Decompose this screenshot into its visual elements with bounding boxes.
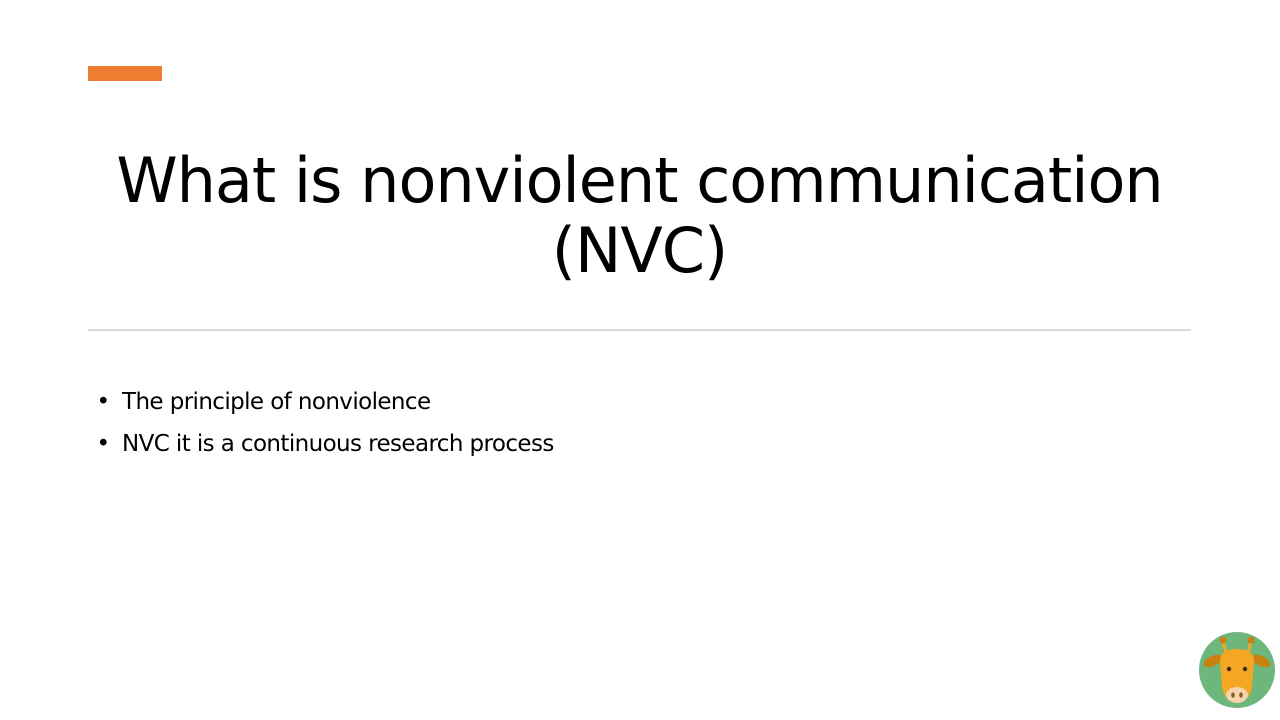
- slide-title-line-2: (NVC): [551, 214, 728, 287]
- slide-title: What is nonviolent communication (NVC): [88, 146, 1191, 286]
- bullet-list: • The principle of nonviolence • NVC it …: [96, 384, 555, 468]
- bullet-text: The principle of nonviolence: [122, 389, 431, 415]
- giraffe-icon: [1198, 631, 1276, 709]
- giraffe-icon-graphic: [1199, 632, 1275, 708]
- bullet-text: NVC it is a continuous research process: [122, 431, 554, 457]
- bullet-dot: •: [96, 431, 111, 457]
- accent-bar: [88, 66, 162, 81]
- bullet-item: • NVC it is a continuous research proces…: [96, 426, 555, 468]
- bullet-dot: •: [96, 389, 111, 415]
- slide-title-line-1: What is nonviolent communication: [116, 144, 1163, 217]
- bullet-item: • The principle of nonviolence: [96, 384, 554, 426]
- title-divider: [88, 329, 1191, 331]
